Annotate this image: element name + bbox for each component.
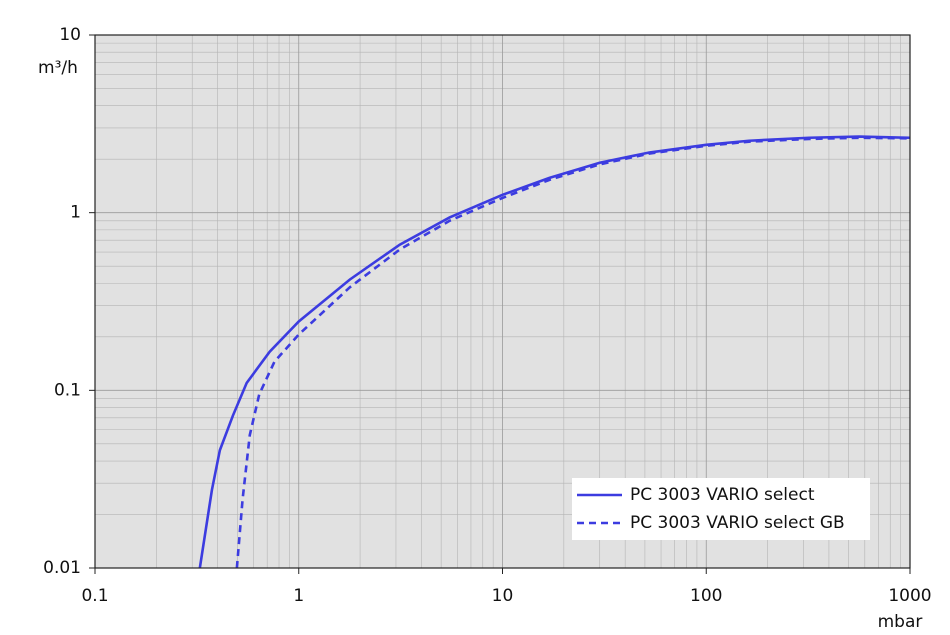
lines: [198, 135, 910, 568]
legend-box: [572, 478, 870, 540]
y-tick-label: 10: [59, 25, 81, 45]
y-tick-label: 1: [70, 203, 81, 223]
legend: PC 3003 VARIO select PC 3003 VARIO select…: [572, 478, 870, 540]
series-line: [235, 136, 910, 568]
y-tick-label: 0.1: [54, 380, 81, 400]
x-tick-label: 100: [690, 586, 722, 606]
legend-label: PC 3003 VARIO select: [630, 485, 815, 505]
x-tick-label: 0.1: [81, 586, 108, 606]
y-axis-label: m³/h: [38, 58, 78, 78]
x-tick-label: 10: [492, 586, 514, 606]
x-axis-label: mbar: [878, 612, 923, 632]
x-tick-label: 1: [293, 586, 304, 606]
x-tick-label: 1000: [888, 586, 931, 606]
legend-label: PC 3003 VARIO select GB: [630, 513, 845, 533]
y-tick-label: 0.01: [43, 558, 81, 578]
